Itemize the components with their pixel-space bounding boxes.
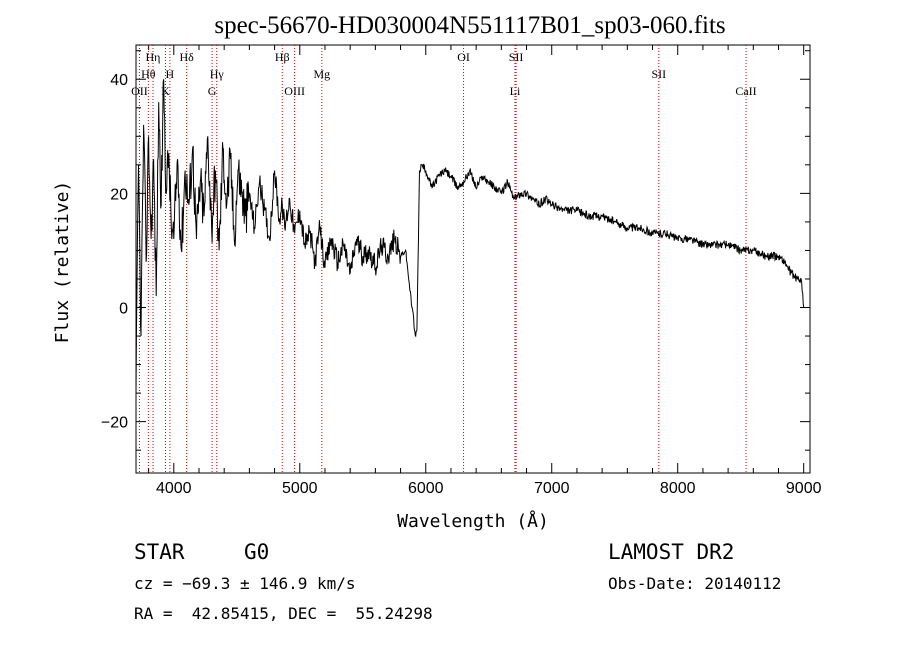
spectral-line-label: Hθ [141, 67, 156, 81]
spectral-line-label: CaII [735, 84, 756, 98]
y-axis-label: Flux (relative) [52, 181, 73, 344]
x-tick-labels: 4000 5000 6000 7000 8000 9000 [156, 480, 822, 497]
spectral-line-label: OII [131, 84, 148, 98]
redshift-text: cz = −69.3 ± 146.9 km/s [134, 574, 356, 593]
spectral-line-markers: OII Hθ Hη KH Hδ G Hγ Hβ OIII Mg OI SII Li SII CaII [131, 45, 757, 473]
spectral-line-label: SII [509, 50, 524, 64]
y-tick-label: 0 [119, 301, 128, 318]
spectral-line-label: Hγ [210, 67, 225, 81]
spectral-line-label: G [208, 84, 217, 98]
chart-title: spec-56670-HD030004N551117B01_sp03-060.f… [214, 12, 725, 39]
subclass-label: G0 [244, 540, 270, 564]
spectral-line-label: Hβ [275, 50, 290, 64]
spectral-line-label: Li [510, 84, 521, 98]
x-axis-label: Wavelength (Å) [397, 510, 549, 532]
x-tick-label: 7000 [534, 480, 570, 497]
x-tick-label: 5000 [282, 480, 318, 497]
spectral-line-label: SII [651, 67, 666, 81]
axis-ticks [136, 45, 810, 473]
spectral-line-label: H [166, 67, 175, 81]
spectrum-line [135, 79, 805, 394]
x-tick-label: 8000 [660, 480, 696, 497]
class-label: STAR [134, 540, 185, 564]
y-tick-labels: −20 0 20 40 [101, 72, 128, 431]
y-tick-label: −20 [101, 415, 128, 432]
spectral-line-label: Hδ [179, 50, 194, 64]
spectral-line-label: Hη [146, 50, 161, 64]
y-tick-label: 20 [110, 186, 128, 203]
spectral-line-label: Mg [313, 67, 330, 81]
x-tick-label: 4000 [156, 480, 192, 497]
spectral-line-label: OIII [284, 84, 305, 98]
obs-date-text: Obs-Date: 20140112 [608, 574, 782, 593]
survey-label: LAMOST DR2 [608, 540, 735, 564]
coordinates-text: RA = 42.85415, DEC = 55.24298 [134, 604, 433, 623]
y-tick-label: 40 [110, 72, 128, 89]
plot-frame [135, 44, 811, 474]
x-tick-label: 9000 [786, 480, 822, 497]
spectral-line-label: K [161, 84, 170, 98]
spectral-line-label: OI [457, 50, 470, 64]
x-tick-label: 6000 [408, 480, 444, 497]
